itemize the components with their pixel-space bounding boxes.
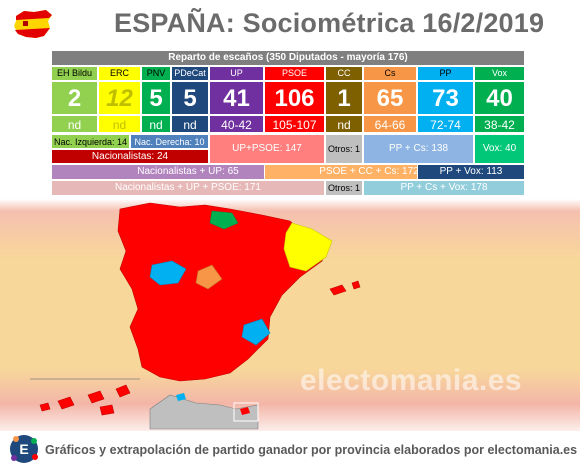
electomania-logo-icon: E: [10, 435, 38, 463]
seats-cs: 65: [363, 81, 417, 115]
range-up: 40-42: [209, 115, 264, 133]
footer: [0, 431, 580, 469]
block-nac-izquierda: Nac. Izquierda: 14: [51, 134, 130, 149]
range-erc: nd: [98, 115, 141, 133]
range-cc: nd: [325, 115, 363, 133]
range-pdecat: nd: [171, 115, 209, 133]
range-cs: 64-66: [363, 115, 417, 133]
block-otros: Otros: 1: [325, 134, 363, 164]
party-name-vox: Vox: [474, 66, 525, 81]
block-otros-2: Otros: 1: [325, 180, 363, 196]
region-melilla: [240, 407, 250, 415]
page-title: ESPAÑA: Sociométrica 16/2/2019: [114, 8, 545, 38]
spain-flag-icon: [14, 10, 52, 38]
seats-cc: 1: [325, 81, 363, 115]
block-pp-vox: PP + Vox: 113: [417, 164, 525, 180]
party-name-ehbildu: EH Bildu: [51, 66, 98, 81]
seats-vox: 40: [474, 81, 525, 115]
footer-credit: Gráficos y extrapolación de partido gana…: [45, 443, 578, 457]
block-nacionalistas: Nacionalistas: 24: [51, 149, 209, 164]
region-cs: [195, 264, 223, 290]
watermark: electomania.es: [300, 364, 523, 397]
block-pp-cs-vox: PP + Cs + Vox: 178: [363, 180, 525, 196]
block-up-psoe: UP+PSOE: 147: [209, 134, 325, 164]
party-name-pp: PP: [417, 66, 474, 81]
region-erc: [283, 222, 333, 272]
range-pp: 72-74: [417, 115, 474, 133]
seats-ehbildu: 2: [51, 81, 98, 115]
seats-psoe: 106: [264, 81, 325, 115]
region-pp-west: [149, 260, 187, 286]
party-name-pdecat: PDeCat: [171, 66, 209, 81]
range-pnv: nd: [141, 115, 171, 133]
region-pnv: [209, 210, 239, 230]
logo-letter: E: [19, 441, 28, 457]
party-name-pnv: PNV: [141, 66, 171, 81]
party-name-up: UP: [209, 66, 264, 81]
block-pp-cs: PP + Cs: 138: [363, 134, 474, 164]
region-baleares: [329, 280, 361, 296]
range-vox: 38-42: [474, 115, 525, 133]
party-name-cc: CC: [325, 66, 363, 81]
region-ceuta: [176, 393, 186, 401]
block-nac-derecha: Nac. Derecha: 10: [130, 134, 209, 149]
party-name-erc: ERC: [98, 66, 141, 81]
mainland-psoe: [117, 202, 331, 382]
seats-pp: 73: [417, 81, 474, 115]
region-pp-east: [241, 318, 271, 346]
melilla-box: [233, 402, 259, 422]
seats-erc: 12: [98, 81, 141, 115]
seats-pdecat: 5: [171, 81, 209, 115]
region-canarias: [39, 384, 131, 416]
seats-pnv: 5: [141, 81, 171, 115]
seats-up: 41: [209, 81, 264, 115]
party-name-cs: Cs: [363, 66, 417, 81]
spain-province-map: [30, 202, 361, 430]
range-ehbildu: nd: [51, 115, 98, 133]
party-name-psoe: PSOE: [264, 66, 325, 81]
block-nac-up-psoe: Nacionalistas + UP + PSOE: 171: [51, 180, 325, 196]
table-caption: Reparto de escaños (350 Diputados - mayo…: [51, 50, 525, 66]
range-psoe: 105-107: [264, 115, 325, 133]
block-vox: Vox: 40: [474, 134, 525, 164]
